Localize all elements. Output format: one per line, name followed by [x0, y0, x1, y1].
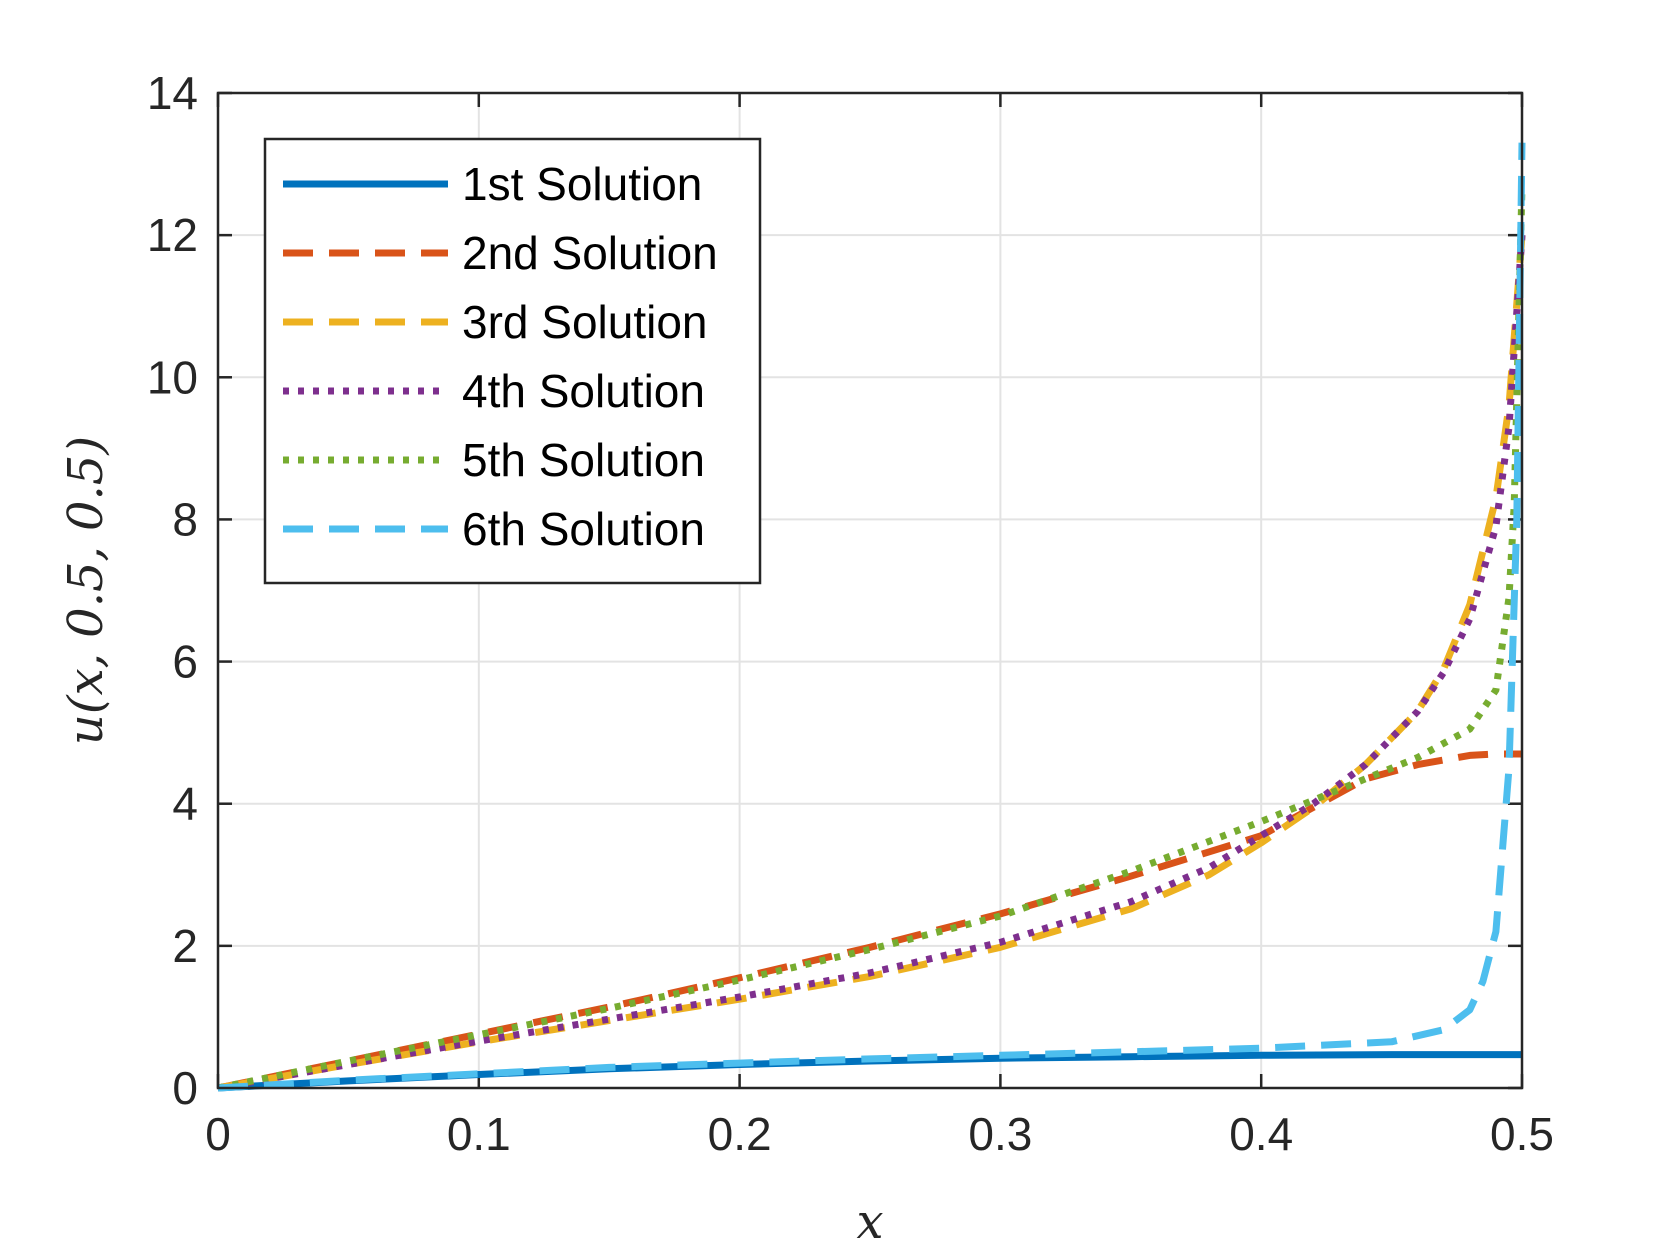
- x-axis-title: x: [856, 1194, 883, 1246]
- y-tick-label: 4: [172, 778, 198, 830]
- legend-label-1: 1st Solution: [462, 158, 702, 210]
- x-tick-label: 0.4: [1229, 1108, 1293, 1160]
- y-tick-label: 8: [172, 493, 198, 545]
- y-tick-label: 12: [147, 209, 198, 261]
- x-tick-label: 0.1: [447, 1108, 511, 1160]
- x-tick-label: 0: [205, 1108, 231, 1160]
- legend-box: [263, 137, 762, 585]
- x-tick-label: 0.3: [968, 1108, 1032, 1160]
- series-line-5: [217, 185, 1526, 1092]
- y-tick-label: 14: [147, 67, 198, 119]
- y-tick-label: 10: [147, 351, 198, 403]
- legend-label-6: 6th Solution: [462, 503, 705, 555]
- y-axis-title: u(x, 0.5, 0.5): [58, 436, 114, 745]
- legend-label-2: 2nd Solution: [462, 227, 718, 279]
- x-tick-label: 0.2: [708, 1108, 772, 1160]
- y-tick-label: 0: [172, 1062, 198, 1114]
- y-tick-label: 2: [172, 920, 198, 972]
- legend-label-4: 4th Solution: [462, 365, 705, 417]
- y-tick-label: 6: [172, 636, 198, 688]
- series-line-3: [217, 234, 1526, 1092]
- legend: 1st Solution 2nd Solution 3rd Solution 4th …: [263, 137, 762, 585]
- series-layer: [217, 142, 1526, 1092]
- x-tick-label: 0.5: [1490, 1108, 1554, 1160]
- series-line-6: [217, 142, 1526, 1092]
- legend-label-5: 5th Solution: [462, 434, 705, 486]
- series-line-2: [217, 750, 1522, 1092]
- series-line-4: [217, 234, 1526, 1092]
- plot-frame: [216, 91, 1524, 1090]
- tick-labels: 0 0.1 0.2 0.3 0.4 0.5 0 2 4 6 8 10 12 14: [147, 67, 1554, 1160]
- legend-label-3: 3rd Solution: [462, 296, 708, 348]
